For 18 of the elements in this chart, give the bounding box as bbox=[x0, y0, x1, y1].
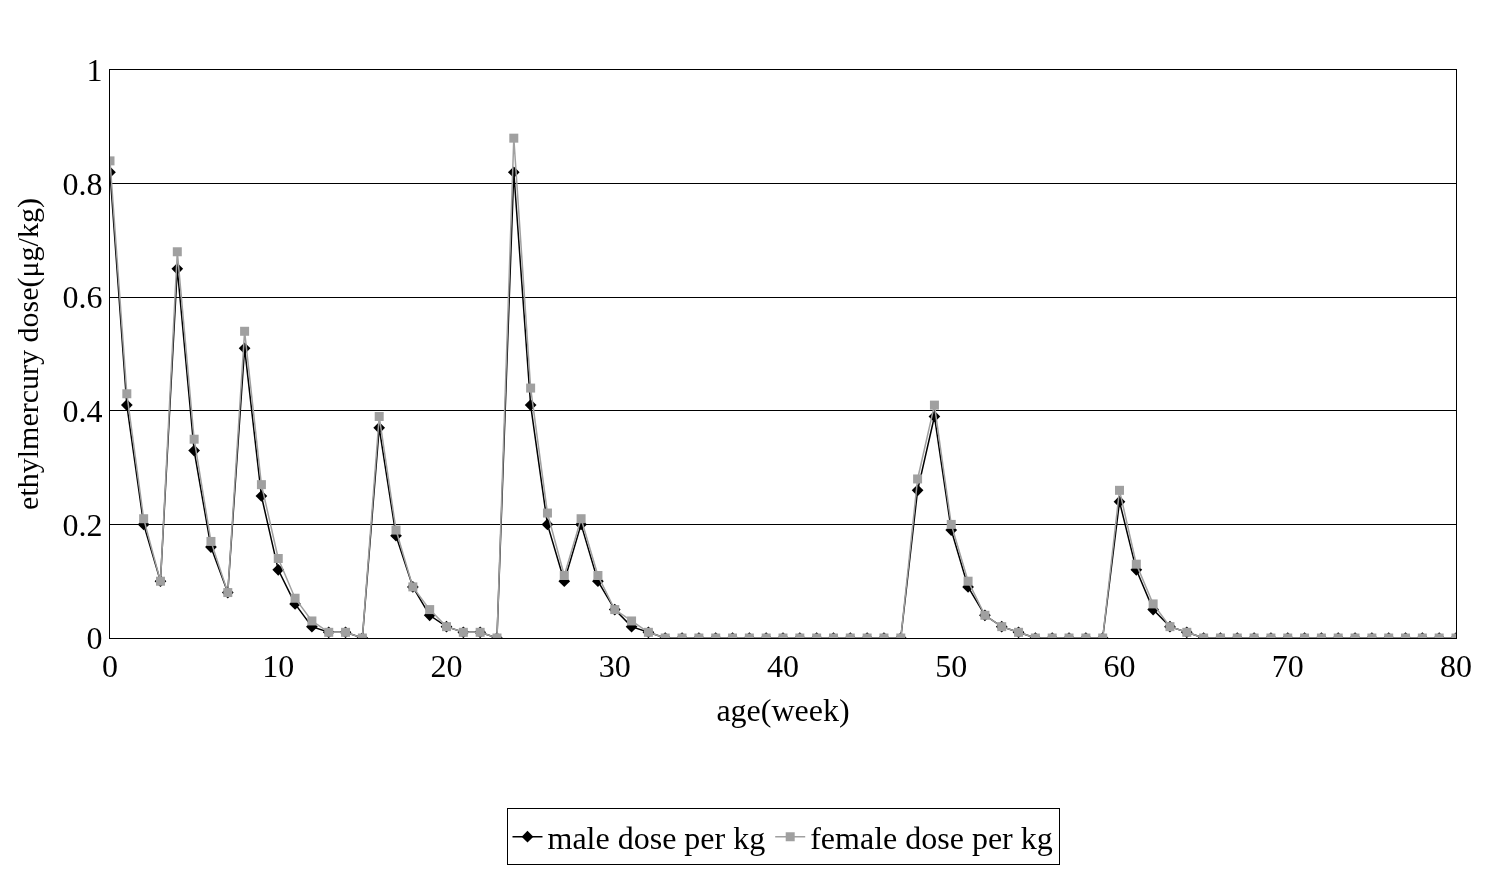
x-tick-label: 30 bbox=[598, 648, 631, 685]
y-axis-title: ethylmercury dose(μg/kg) bbox=[10, 198, 45, 510]
y-tick-label: 0.8 bbox=[62, 165, 103, 202]
legend-label: female dose per kg bbox=[810, 820, 1053, 857]
y-tick-label: 0.4 bbox=[62, 393, 103, 429]
x-tick-label: 60 bbox=[1103, 648, 1136, 685]
x-tick-label: 70 bbox=[1271, 648, 1304, 685]
x-tick-label: 10 bbox=[262, 648, 295, 685]
x-tick-label: 50 bbox=[935, 648, 968, 685]
x-tick-label: 80 bbox=[1440, 648, 1472, 685]
x-tick-label: 20 bbox=[430, 648, 463, 685]
y-tick-label: 0.6 bbox=[62, 279, 103, 316]
y-tick-label: 1 bbox=[86, 52, 103, 89]
x-axis-title: age(week) bbox=[716, 692, 850, 729]
y-tick-label: 0 bbox=[86, 620, 103, 657]
y-tick-label: 0.2 bbox=[62, 506, 103, 543]
legend-label: male dose per kg bbox=[547, 820, 766, 857]
x-tick-label: 40 bbox=[767, 648, 799, 685]
